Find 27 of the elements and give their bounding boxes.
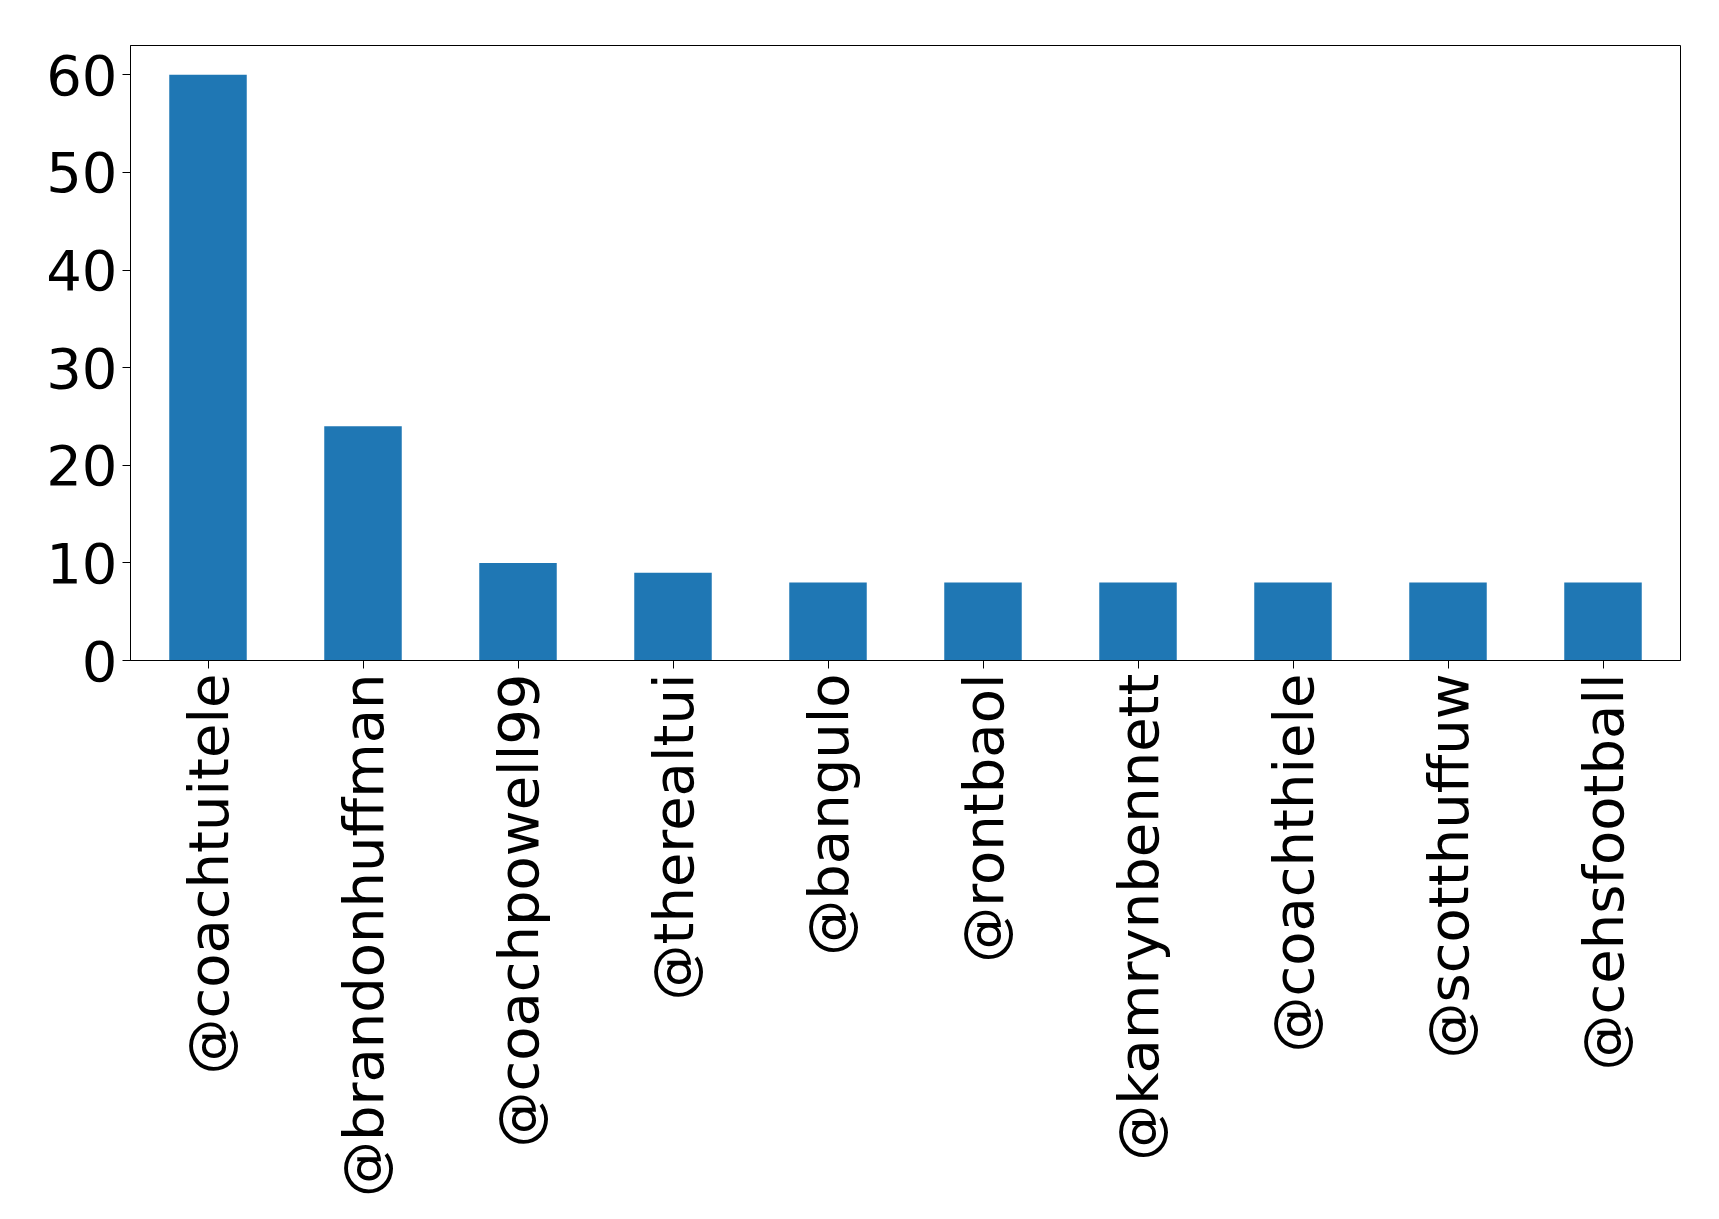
bar	[1254, 582, 1332, 661]
x-tick-label: @coachtuitele	[175, 673, 241, 1075]
bar	[479, 562, 557, 661]
bar	[944, 582, 1022, 661]
y-tick-label: 50	[46, 140, 118, 206]
bar	[1409, 582, 1487, 661]
bar	[789, 582, 867, 661]
x-tick-label: @cehsfootball	[1570, 673, 1636, 1071]
bar	[324, 426, 402, 661]
x-tick-label: @coachpowell99	[485, 673, 551, 1148]
bar	[169, 74, 247, 661]
y-tick-label: 60	[46, 42, 118, 108]
bar	[634, 572, 712, 661]
y-tick-label: 20	[46, 433, 118, 499]
x-tick-label: @bangulo	[795, 673, 861, 956]
x-tick-label: @therealtui	[640, 673, 706, 1001]
x-tick-label: @rontbaol	[950, 673, 1016, 963]
bar	[1564, 582, 1642, 661]
y-tick-label: 10	[46, 530, 118, 596]
y-tick-label: 30	[46, 335, 118, 401]
x-tick-label: @kamrynbennett	[1105, 673, 1171, 1161]
y-tick-label: 40	[46, 238, 118, 304]
x-tick-label: @scotthuffuw	[1415, 673, 1481, 1059]
bar	[1099, 582, 1177, 661]
y-tick-label: 0	[81, 628, 118, 694]
x-tick-label: @brandonhuffman	[330, 673, 396, 1198]
x-tick-label: @coachthiele	[1260, 673, 1326, 1053]
